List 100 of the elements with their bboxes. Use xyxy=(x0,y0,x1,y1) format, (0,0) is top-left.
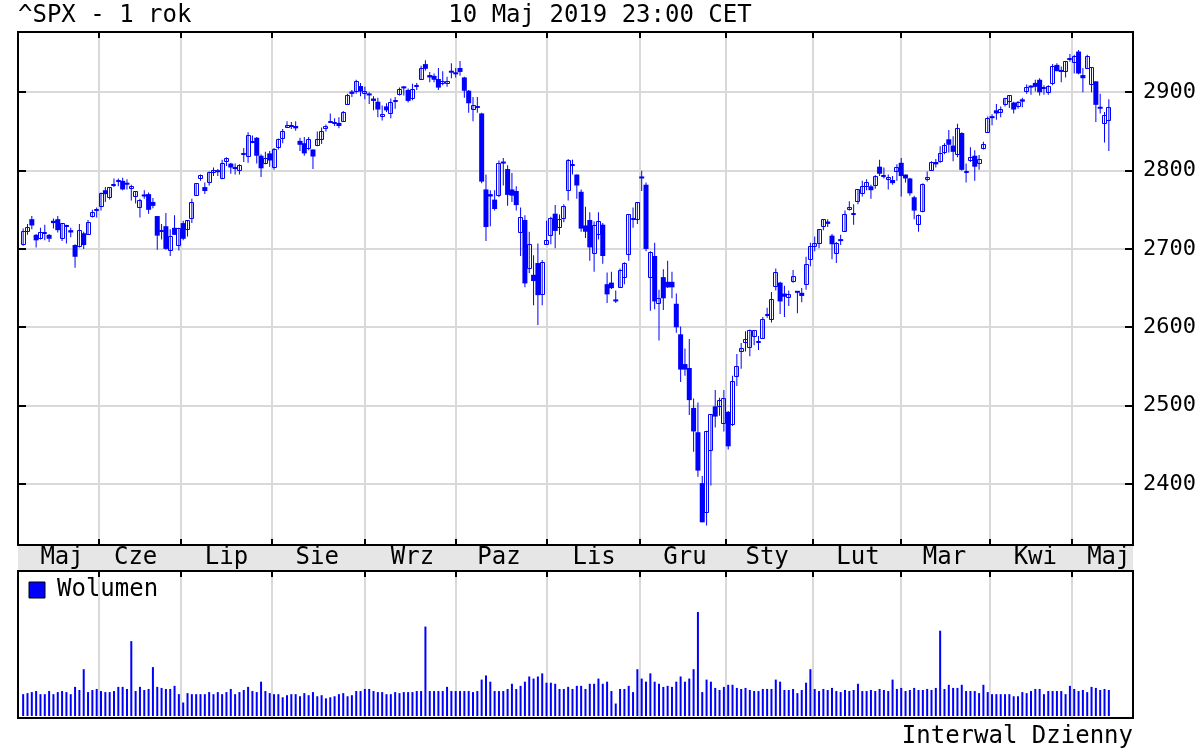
bar xyxy=(783,690,786,716)
bar xyxy=(251,691,254,716)
x-tick-label: Cze xyxy=(113,542,158,571)
y-tick-label: 2600 xyxy=(1143,312,1196,338)
bar xyxy=(26,693,29,716)
bar xyxy=(709,681,712,716)
bar xyxy=(1073,688,1076,716)
bar xyxy=(463,691,466,716)
x-tick-label: Lis xyxy=(572,542,616,571)
bar xyxy=(1004,694,1007,716)
bar xyxy=(346,696,349,716)
bar xyxy=(298,696,301,716)
bar xyxy=(441,691,444,716)
bar xyxy=(290,694,293,716)
bar xyxy=(960,684,963,716)
bar xyxy=(1064,694,1067,716)
bar xyxy=(195,694,198,716)
bar xyxy=(610,691,613,716)
bar xyxy=(52,694,55,716)
bar xyxy=(805,682,808,716)
bar xyxy=(1012,696,1015,716)
bar xyxy=(350,695,353,716)
bar xyxy=(1099,690,1102,716)
bar xyxy=(869,690,872,716)
bar xyxy=(904,691,907,716)
legend-label: Wolumen xyxy=(57,574,159,603)
bar xyxy=(601,683,604,716)
bar xyxy=(727,684,730,716)
bar xyxy=(792,688,795,716)
bar xyxy=(247,686,250,716)
bar xyxy=(787,690,790,716)
bar xyxy=(151,667,154,716)
bar xyxy=(212,694,215,716)
bar xyxy=(653,681,656,716)
bar xyxy=(30,692,33,716)
candlestick xyxy=(1050,64,1055,86)
bar xyxy=(614,703,617,716)
bar xyxy=(480,679,483,716)
bar xyxy=(69,694,72,716)
bar xyxy=(433,691,436,716)
bar xyxy=(484,675,487,716)
bar xyxy=(130,641,133,716)
bar xyxy=(774,679,777,716)
bar xyxy=(722,686,725,716)
bar xyxy=(78,690,81,716)
bar xyxy=(882,690,885,716)
bar xyxy=(385,694,388,716)
bar xyxy=(74,686,77,716)
bar xyxy=(342,693,345,716)
bar xyxy=(186,693,189,716)
bar xyxy=(216,692,219,716)
bar xyxy=(420,691,423,716)
bar xyxy=(852,690,855,716)
bar xyxy=(113,691,115,716)
bar xyxy=(597,678,600,716)
bar xyxy=(225,692,228,716)
bar xyxy=(242,690,245,716)
bar xyxy=(839,692,842,716)
bar xyxy=(584,688,587,716)
bar xyxy=(446,686,449,716)
bar xyxy=(848,691,851,716)
bar xyxy=(1055,691,1058,716)
bar xyxy=(826,690,829,716)
bar xyxy=(117,686,120,716)
bar xyxy=(1051,691,1054,716)
bar xyxy=(43,694,46,716)
candlestick xyxy=(1106,99,1111,152)
bar xyxy=(337,694,340,716)
y-tick-label: 2900 xyxy=(1143,78,1196,104)
bar xyxy=(683,681,686,716)
bar xyxy=(502,691,505,716)
candlestick xyxy=(626,214,631,261)
bar xyxy=(619,688,622,716)
bar xyxy=(359,691,362,716)
bar xyxy=(238,692,241,716)
bar xyxy=(1060,691,1063,716)
bar xyxy=(623,688,626,716)
bar xyxy=(311,692,314,716)
bar xyxy=(65,692,68,716)
bar xyxy=(108,692,111,716)
bar xyxy=(450,691,453,716)
bar xyxy=(523,681,526,716)
bar xyxy=(489,681,492,716)
bar xyxy=(978,693,981,716)
bar xyxy=(562,688,565,716)
bar xyxy=(1086,692,1089,716)
y-tick-label: 2400 xyxy=(1143,469,1196,495)
bar xyxy=(91,690,94,716)
bar xyxy=(1077,691,1080,716)
candlestick xyxy=(851,204,856,225)
candlestick xyxy=(842,210,847,232)
bar xyxy=(1029,691,1032,716)
bar xyxy=(696,612,699,716)
bar xyxy=(753,691,756,716)
bar xyxy=(995,694,998,716)
bar xyxy=(138,686,141,716)
bar xyxy=(1034,688,1037,716)
bar xyxy=(87,692,90,716)
bar xyxy=(368,688,371,716)
bar xyxy=(649,673,652,716)
